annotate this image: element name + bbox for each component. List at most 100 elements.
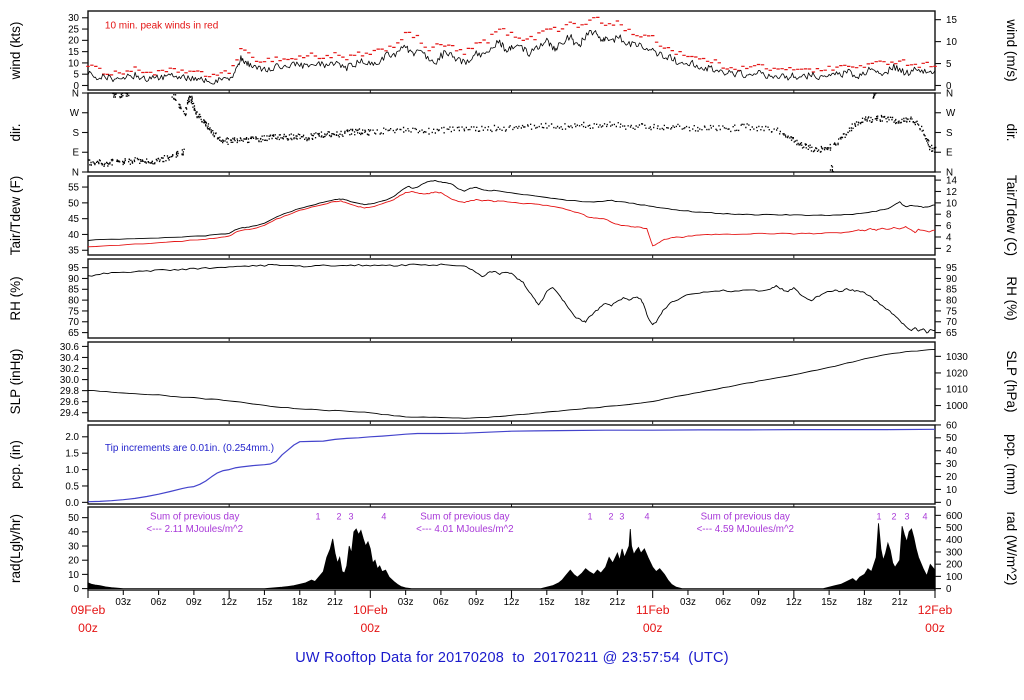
left-tick-label: 30.2 — [60, 364, 79, 375]
rad-annotation: <--- 2.11 MJoules/m^2 — [146, 524, 243, 535]
left-tick-label: 25 — [68, 24, 79, 35]
rad-annotation: 3 — [619, 511, 624, 521]
rad-annotation: 1 — [876, 511, 881, 521]
left-tick-label: 0 — [74, 584, 80, 595]
left-tick-label: 2.0 — [65, 432, 79, 443]
temp-right-axis-label: Tair/Tdew (C) — [1004, 175, 1019, 256]
hour-tick-label: 12z — [786, 597, 802, 608]
left-tick-label: 45 — [68, 214, 79, 225]
hour-tick-label: 15z — [821, 597, 837, 608]
day-label: 10Feb — [353, 603, 388, 617]
right-tick-label: 1010 — [946, 384, 968, 395]
hour-tick-label: 03z — [680, 597, 696, 608]
relative-humidity — [87, 263, 936, 334]
hour-tick-label: 18z — [857, 597, 873, 608]
hour-tick-label: 15z — [539, 597, 555, 608]
x-axis: 03z 06z 09z 12z 15z 18z 21z 03z 06z 09z 12z 15z 18z 2… — [71, 590, 953, 635]
right-tick-label: 20 — [946, 472, 957, 483]
day-label: 12Feb — [918, 603, 953, 617]
sustained-wind — [87, 29, 936, 85]
rad-right-axis-label: rad (W/m^2) — [1004, 512, 1019, 586]
left-tick-label: 1.0 — [65, 465, 79, 476]
right-tick-label: 60 — [946, 420, 957, 431]
left-tick-label: 5 — [74, 70, 80, 81]
left-tick-label: 29.6 — [60, 397, 80, 408]
hour-tick-label: 18z — [292, 597, 308, 608]
rad-annotation: 2 — [336, 511, 341, 521]
left-tick-label: 30.6 — [60, 342, 80, 353]
right-tick-label: 6 — [946, 221, 952, 232]
pcp-left-axis-label: pcp. (in) — [8, 440, 23, 489]
right-tick-label: 8 — [946, 210, 952, 221]
right-tick-label: 10 — [946, 485, 957, 496]
right-tick-label: 0 — [946, 81, 952, 92]
wind-annotation: 10 min. peak winds in red — [105, 20, 218, 31]
day-zulu-label: 00z — [925, 621, 945, 635]
right-tick-label: E — [946, 148, 953, 159]
dir-right-axis-label: dir. — [1004, 123, 1019, 141]
rad-annotation: 4 — [381, 511, 386, 521]
right-tick-label: 2 — [946, 244, 951, 255]
left-tick-label: 30.0 — [60, 375, 80, 386]
right-tick-label: 1030 — [946, 352, 968, 363]
left-tick-label: 20 — [68, 556, 79, 567]
right-tick-label: 10 — [946, 198, 957, 209]
right-tick-label: 5 — [946, 59, 952, 70]
hour-tick-label: 12z — [504, 597, 520, 608]
dir-left-axis-label: dir. — [8, 123, 23, 141]
right-tick-label: 1020 — [946, 368, 968, 379]
pcp-panel: 0.0 0.5 1.0 1.5 2.0 0 10 20 30 40 50 60 pcp. (in) pcp… — [8, 420, 1019, 508]
day-zulu-label: 00z — [361, 621, 381, 635]
day-zulu-label: 00z — [643, 621, 663, 635]
precip-accumulation — [87, 428, 936, 503]
left-tick-label: 50 — [68, 198, 79, 209]
left-tick-label: 85 — [68, 285, 79, 296]
left-tick-label: 90 — [68, 274, 79, 285]
left-tick-label: 30 — [68, 13, 79, 24]
right-tick-label: 100 — [946, 572, 963, 583]
tdew — [87, 191, 936, 248]
right-tick-label: W — [946, 108, 956, 119]
right-tick-label: 80 — [946, 296, 957, 307]
wind-right-axis-label: wind (m/s) — [1004, 18, 1019, 81]
rad-panel: 010203040500100200300400500600rad(Lgly/h… — [8, 506, 1019, 595]
left-tick-label: 55 — [68, 182, 79, 193]
left-tick-label: 15 — [68, 47, 79, 58]
left-tick-label: 35 — [68, 246, 79, 257]
left-tick-label: W — [70, 108, 80, 119]
peak-winds — [86, 16, 937, 78]
right-tick-label: 4 — [946, 232, 952, 243]
rad-annotation: <--- 4.01 MJoules/m^2 — [416, 524, 513, 535]
right-tick-label: 70 — [946, 317, 957, 328]
hour-tick-label: 12z — [221, 597, 237, 608]
left-tick-label: 29.4 — [60, 408, 80, 419]
hour-tick-label: 03z — [115, 597, 131, 608]
pcp-right-axis-label: pcp. (mm) — [1004, 434, 1019, 495]
pcp-annotation: Tip increments are 0.01in. (0.254mm.) — [105, 443, 274, 454]
rad-annotation: 3 — [904, 511, 909, 521]
left-tick-label: 1.5 — [65, 449, 79, 460]
sea-level-pressure — [87, 348, 936, 419]
left-tick-label: 20 — [68, 36, 79, 47]
hour-tick-label: 18z — [574, 597, 590, 608]
right-tick-label: 65 — [946, 328, 957, 339]
rad-annotation: Sum of previous day — [420, 511, 509, 522]
left-tick-label: 0 — [74, 81, 80, 92]
rad-annotation: 2 — [608, 511, 613, 521]
hour-tick-label: 21z — [609, 597, 625, 608]
rad-annotation: 3 — [348, 511, 353, 521]
day-zulu-label: 00z — [78, 621, 98, 635]
left-tick-label: N — [72, 88, 79, 99]
left-tick-label: N — [72, 167, 79, 178]
rh-right-axis-label: RH (%) — [1004, 276, 1019, 320]
chart-title: UW Rooftop Data for 20170208 to 20170211… — [295, 650, 729, 666]
rad-annotation: 1 — [587, 511, 592, 521]
left-tick-label: 0.0 — [65, 498, 79, 509]
right-tick-label: 0 — [946, 498, 952, 509]
left-tick-label: 75 — [68, 306, 79, 317]
